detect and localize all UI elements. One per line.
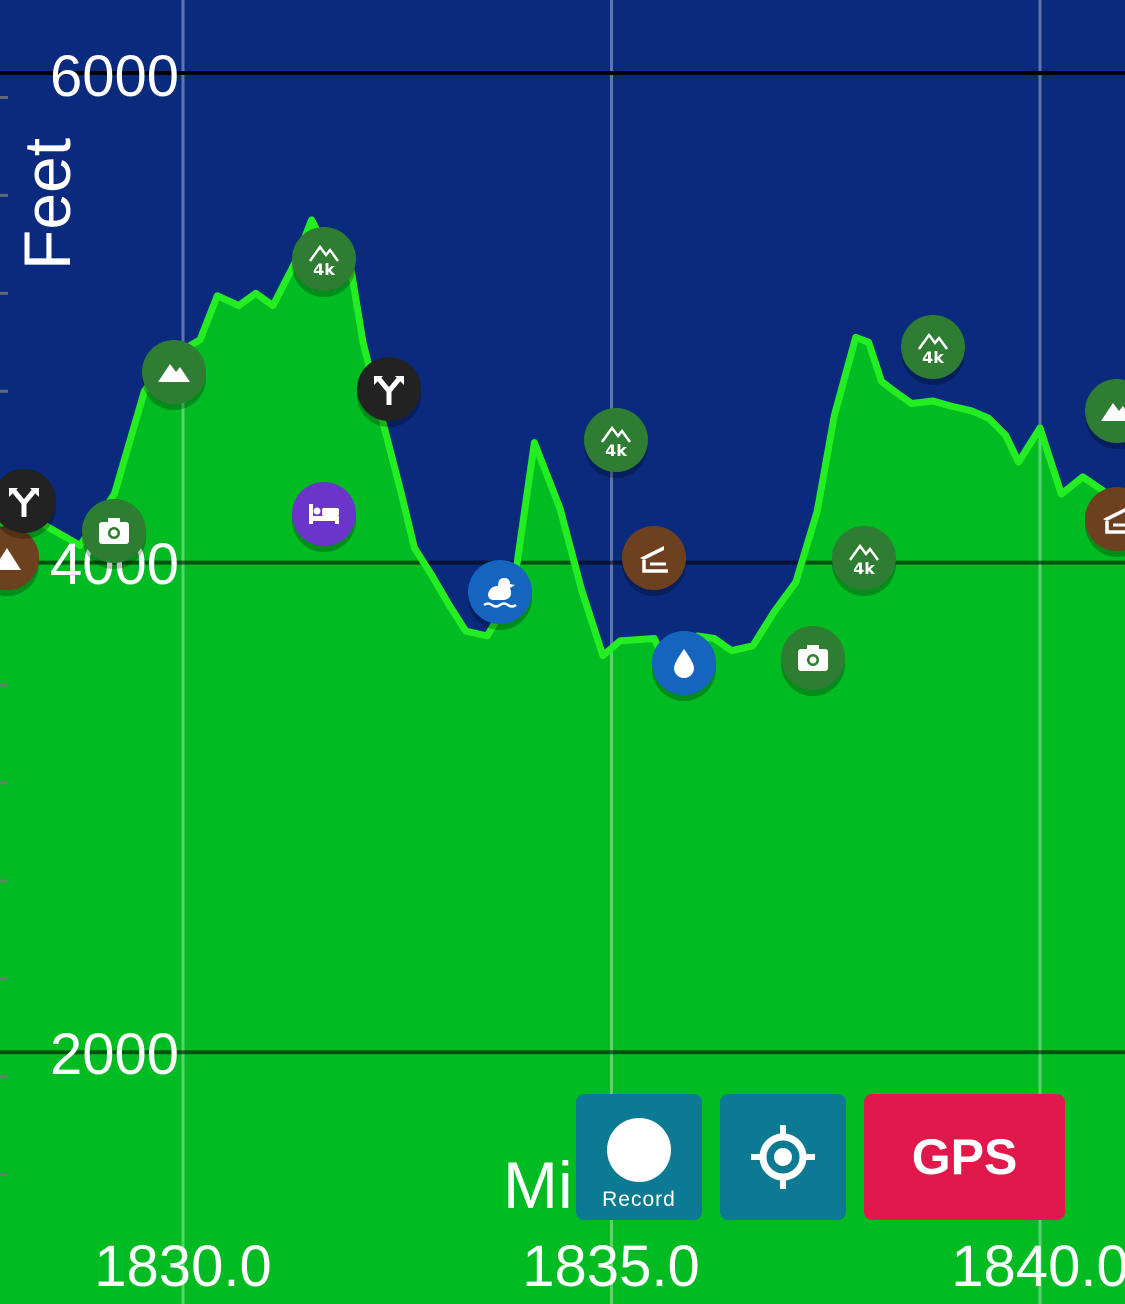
junction-icon <box>369 369 409 409</box>
peak-4k-icon: 4k <box>304 239 344 279</box>
waypoint-junction[interactable] <box>0 469 57 534</box>
x-tick-label: 1830.0 <box>94 1234 272 1299</box>
locate-button[interactable] <box>720 1094 846 1220</box>
peak-icon <box>154 352 194 392</box>
campsite-icon <box>0 538 27 578</box>
lake-icon <box>478 570 522 614</box>
waypoint-photo[interactable] <box>82 498 147 563</box>
x-axis-label: Mi <box>503 1148 573 1222</box>
peak-4k-icon: 4k <box>596 420 636 460</box>
y-axis-label: Feet <box>10 137 84 270</box>
water-icon <box>664 643 704 683</box>
svg-text:4k: 4k <box>605 441 627 460</box>
y-tick-label: 6000 <box>50 44 180 109</box>
waypoint-peak[interactable] <box>142 339 207 404</box>
crosshair-icon <box>751 1125 815 1189</box>
record-button[interactable]: Record <box>576 1094 702 1220</box>
peak-icon <box>1097 391 1125 431</box>
waypoint-peak-4k[interactable]: 4k <box>583 408 648 473</box>
x-tick-label: 1840.0 <box>951 1234 1125 1299</box>
junction-icon <box>4 481 44 521</box>
elevation-area <box>0 219 1125 1304</box>
waypoint-shelter[interactable] <box>622 525 687 590</box>
waypoint-junction[interactable] <box>356 356 421 421</box>
waypoint-photo[interactable] <box>780 626 845 691</box>
record-icon <box>607 1118 671 1182</box>
y-tick-label: 2000 <box>50 1022 180 1087</box>
peak-4k-icon: 4k <box>913 327 953 367</box>
waypoint-peak-4k[interactable]: 4k <box>832 525 897 590</box>
elevation-line <box>0 216 1125 677</box>
photo-icon <box>793 638 833 678</box>
waypoint-peak-4k[interactable]: 4k <box>292 227 357 292</box>
waypoint-lake[interactable] <box>468 559 533 624</box>
gps-button[interactable]: GPS <box>864 1094 1065 1220</box>
record-label: Record <box>602 1188 676 1211</box>
shelter-icon <box>1097 499 1125 539</box>
svg-text:4k: 4k <box>922 348 944 367</box>
x-tick-label: 1835.0 <box>522 1234 700 1299</box>
svg-text:4k: 4k <box>853 559 875 578</box>
peak-4k-icon: 4k <box>844 538 884 578</box>
photo-icon <box>94 511 134 551</box>
waypoint-peak-4k[interactable]: 4k <box>900 315 965 380</box>
waypoint-lodging[interactable] <box>292 481 357 546</box>
lodging-icon <box>304 494 344 534</box>
shelter-icon <box>634 538 674 578</box>
waypoint-water[interactable] <box>652 630 717 695</box>
svg-text:4k: 4k <box>314 260 336 279</box>
